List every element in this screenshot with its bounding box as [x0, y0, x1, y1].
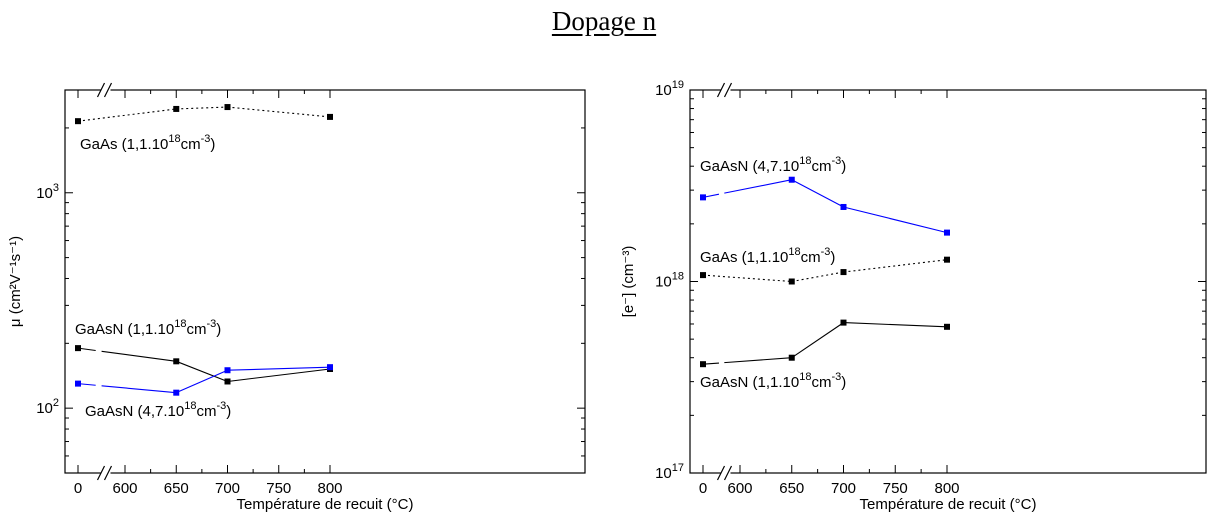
x-tick-label: 0: [74, 480, 82, 497]
figure-title: Dopage n: [0, 6, 1208, 37]
x-tick-label: 800: [317, 480, 342, 497]
series-line: [843, 322, 948, 328]
axis-break-mark: [103, 465, 113, 481]
y-tick-label: 102: [36, 397, 59, 417]
series-line: [101, 385, 177, 394]
data-point: [224, 378, 231, 385]
x-tick-label: 750: [883, 480, 908, 497]
series-label: GaAs (1,1.1018cm-3): [700, 246, 835, 266]
series-label: GaAsN (1,1.1018cm-3): [75, 318, 221, 338]
axis-break-gap: [720, 465, 731, 481]
data-point: [944, 323, 950, 330]
data-point: [173, 105, 180, 112]
x-tick-label: 700: [215, 480, 240, 497]
plot-frame: [64, 89, 586, 474]
series-label: GaAsN (4,7.1018cm-3): [85, 400, 231, 420]
axis-break-mark: [96, 82, 106, 98]
axis-break-mark: [96, 465, 106, 481]
data-point: [173, 389, 180, 396]
x-axis-title: Température de recuit (°C): [237, 496, 414, 513]
series-line: [843, 259, 948, 273]
series-line: [724, 179, 792, 194]
x-tick-label: 600: [727, 480, 752, 497]
x-tick-label: 600: [112, 480, 137, 497]
axis-break-mark: [723, 465, 733, 481]
data-point: [700, 361, 706, 368]
chart-panel-2: 0 600 650 700 750 800 1017 1018 1019 Température …: [620, 79, 1207, 513]
series-line: [227, 106, 331, 118]
y-tick-label: 1019: [655, 79, 684, 99]
series-line: [101, 350, 177, 362]
data-point: [700, 272, 706, 279]
axis-break-gap: [100, 465, 111, 481]
data-point: [173, 358, 180, 365]
series-line: [227, 368, 331, 383]
data-point: [75, 118, 81, 125]
series-line: [791, 322, 844, 359]
series-line: [176, 369, 228, 394]
series-line: [791, 271, 844, 283]
series-2: GaAsN (1,1.1018cm-3): [75, 318, 333, 385]
series-line: [176, 106, 228, 110]
axis-break-mark: [103, 82, 113, 98]
axis-break-gap: [720, 82, 731, 98]
series-line: [702, 274, 792, 283]
x-tick-label: 750: [266, 480, 291, 497]
series-line: [724, 357, 792, 364]
data-point: [944, 256, 950, 263]
figure-title-text: Dopage n: [551, 6, 657, 36]
series-3: GaAsN (4,7.1018cm-3): [75, 364, 333, 420]
y-axis-title: μ (cm²V⁻¹s⁻¹): [7, 236, 24, 327]
data-point: [327, 113, 333, 120]
data-point: [788, 278, 795, 285]
chart-panel-1: 0 600 650 700 750 800 102 103 Température de rec…: [7, 82, 586, 513]
data-point: [840, 203, 847, 210]
data-point: [944, 229, 950, 236]
x-tick-label: 0: [699, 480, 707, 497]
data-point: [840, 269, 847, 276]
series-line: [176, 360, 228, 382]
x-tick-label: 700: [831, 480, 856, 497]
data-point: [788, 176, 795, 183]
data-point: [224, 367, 231, 374]
y-tick-label: 1017: [655, 462, 684, 482]
series-line: [77, 108, 177, 122]
data-point: [700, 194, 706, 201]
axis-break-gap: [100, 82, 111, 98]
data-point: [75, 380, 81, 387]
y-tick-label: 1018: [655, 271, 684, 291]
series-2: GaAs (1,1.1018cm-3): [700, 246, 950, 285]
axis-break-mark: [716, 82, 726, 98]
plot-frame: [689, 89, 1207, 474]
data-point: [788, 354, 795, 361]
series-label: GaAsN (4,7.1018cm-3): [700, 155, 846, 175]
series-1: GaAs (1,1.1018cm-3): [75, 104, 333, 153]
x-tick-label: 800: [934, 480, 959, 497]
y-tick-label: 103: [36, 182, 59, 202]
series-label: GaAsN (1,1.1018cm-3): [700, 371, 846, 391]
series-3: GaAsN (1,1.1018cm-3): [700, 319, 950, 391]
series-line: [227, 366, 331, 371]
series-line: [791, 179, 844, 208]
data-point: [840, 319, 847, 326]
data-point: [224, 104, 231, 111]
data-point: [75, 345, 81, 352]
x-tick-label: 650: [779, 480, 804, 497]
series-label: GaAs (1,1.1018cm-3): [80, 133, 215, 153]
y-axis-title: [e⁻] (cm⁻³): [620, 246, 637, 318]
axis-break-mark: [723, 82, 733, 98]
axis-break-mark: [716, 465, 726, 481]
data-point: [327, 364, 333, 371]
series-1: GaAsN (4,7.1018cm-3): [700, 155, 950, 236]
x-tick-label: 650: [164, 480, 189, 497]
series-line: [843, 206, 948, 234]
x-axis-title: Température de recuit (°C): [860, 496, 1037, 513]
